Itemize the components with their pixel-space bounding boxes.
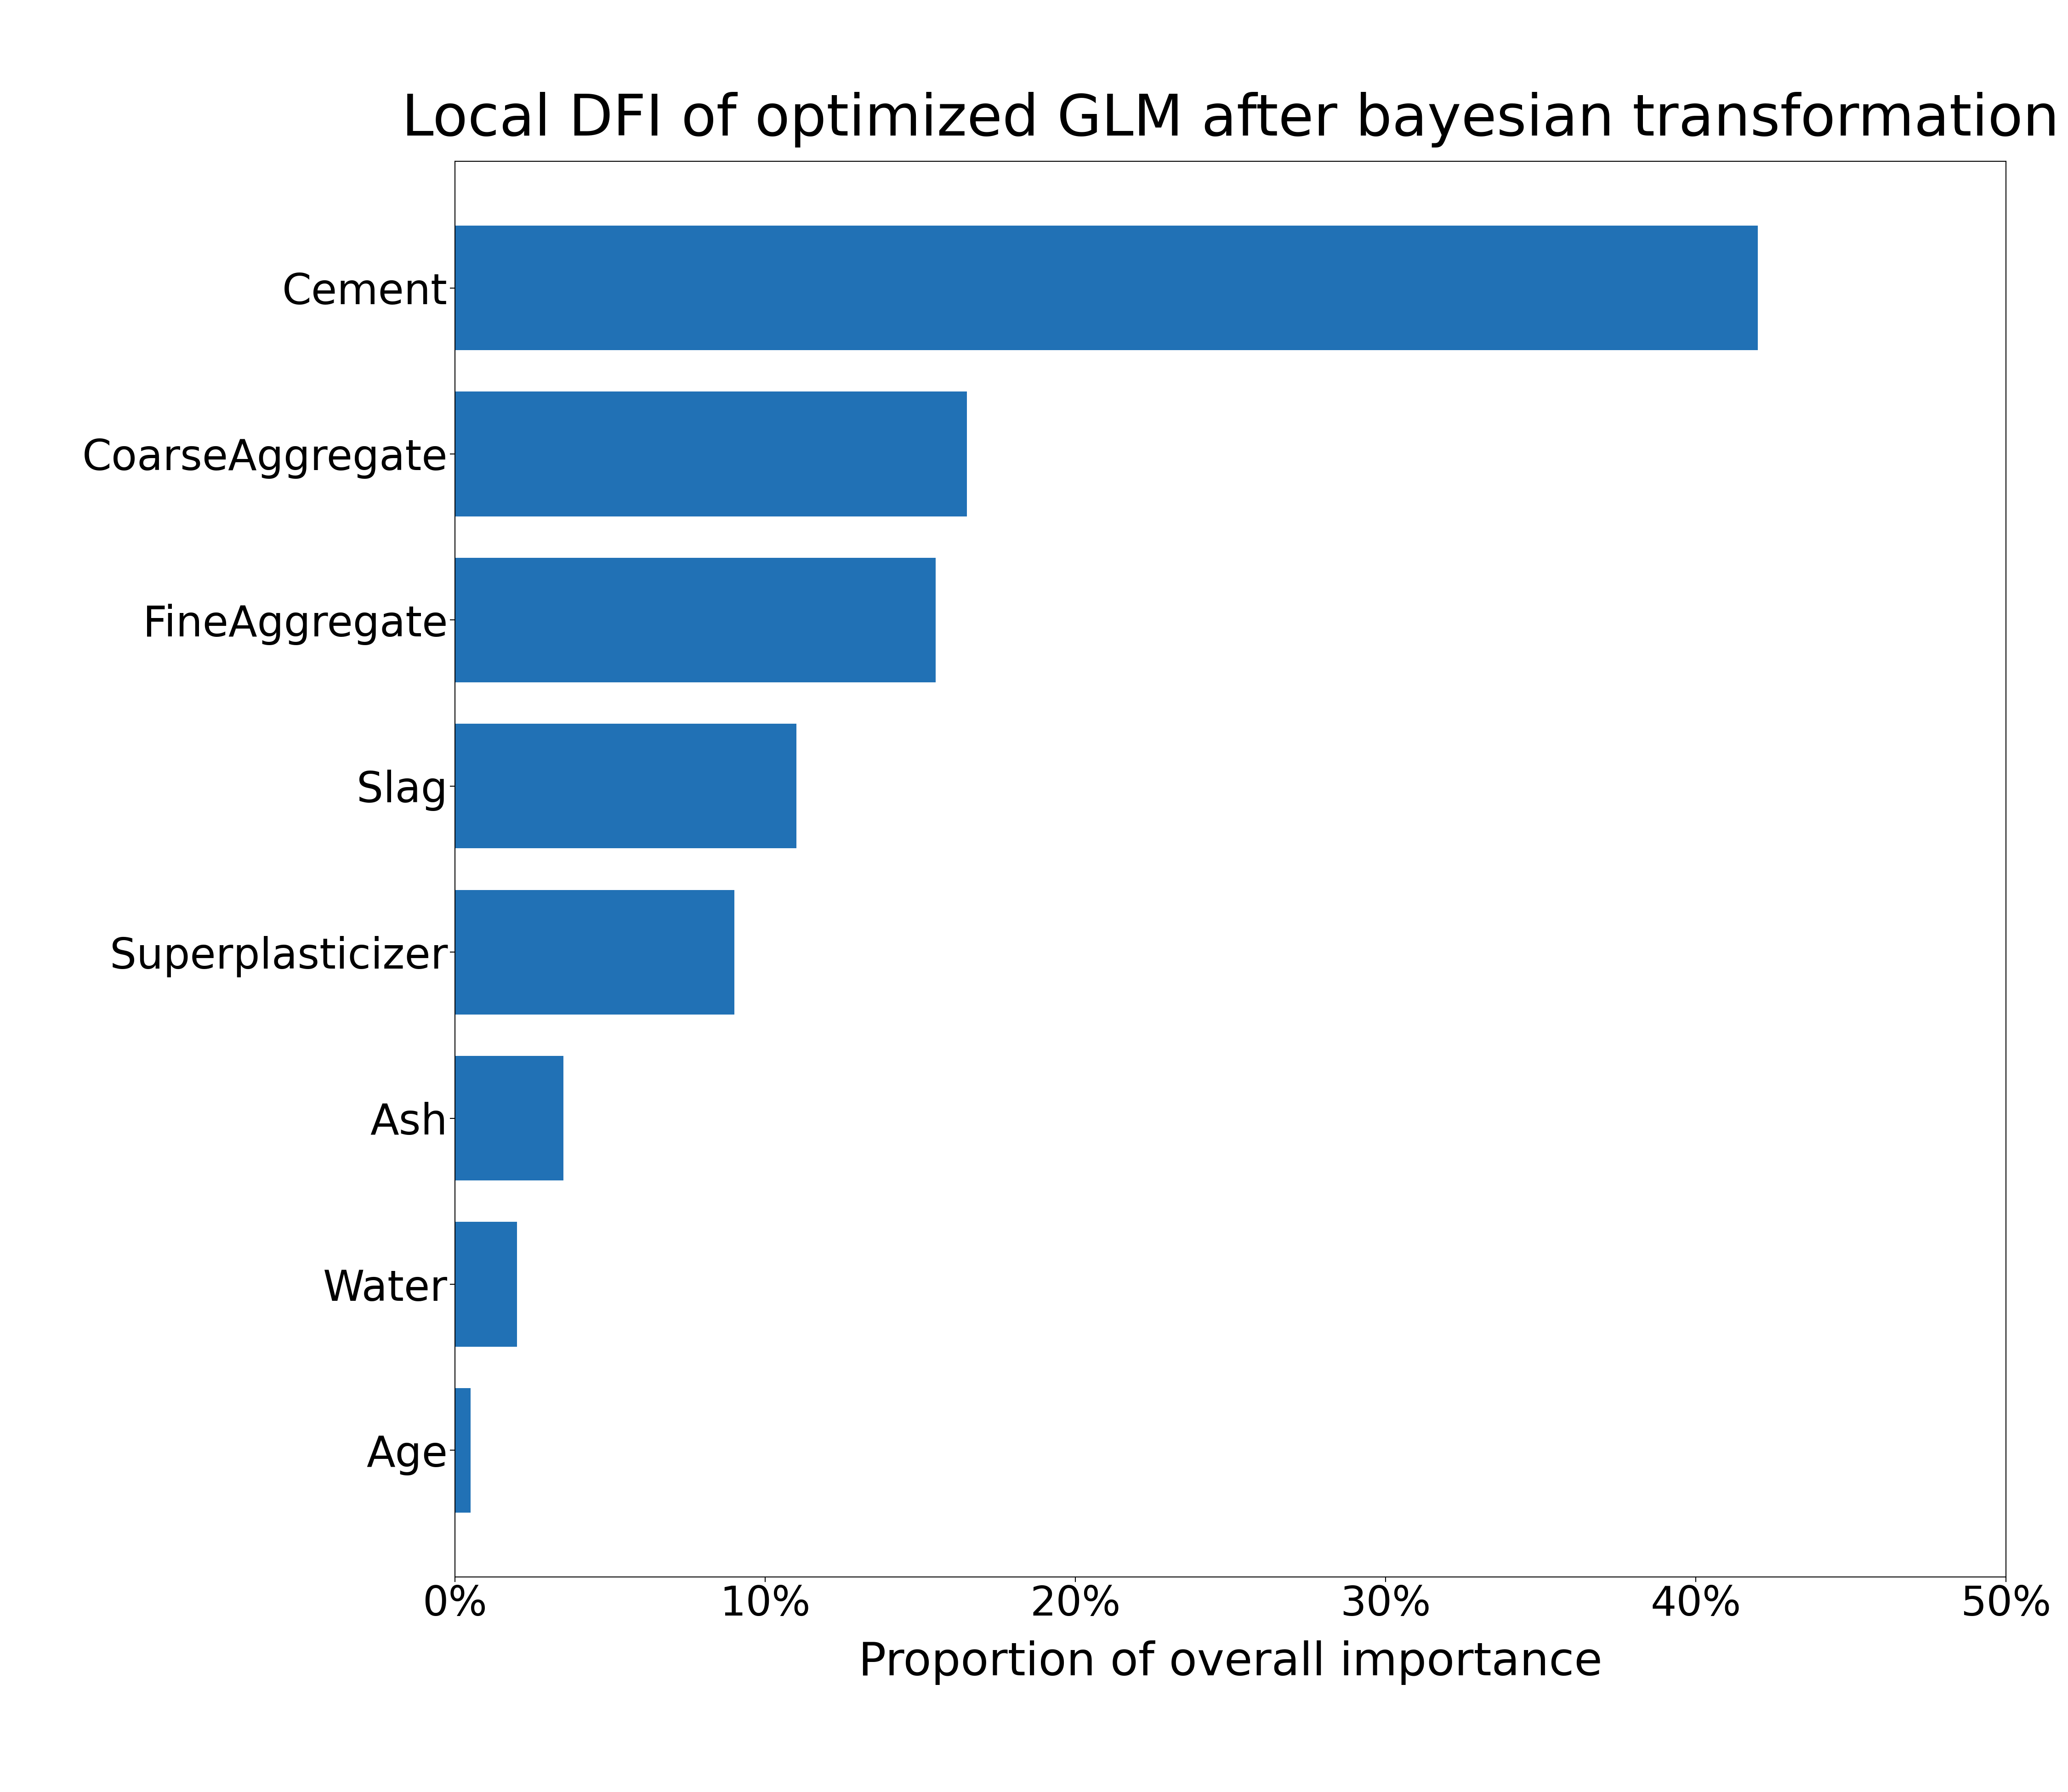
- Bar: [455, 1222, 517, 1346]
- X-axis label: Proportion of overall importance: Proportion of overall importance: [858, 1640, 1603, 1684]
- Bar: [455, 724, 796, 848]
- Bar: [455, 226, 1758, 349]
- Bar: [455, 891, 734, 1014]
- Title: Local DFI of optimized GLM after bayesian transformation: Local DFI of optimized GLM after bayesia…: [401, 91, 2060, 147]
- Bar: [455, 557, 935, 683]
- Bar: [455, 1055, 562, 1181]
- Bar: [455, 392, 968, 516]
- Bar: [455, 1389, 472, 1512]
